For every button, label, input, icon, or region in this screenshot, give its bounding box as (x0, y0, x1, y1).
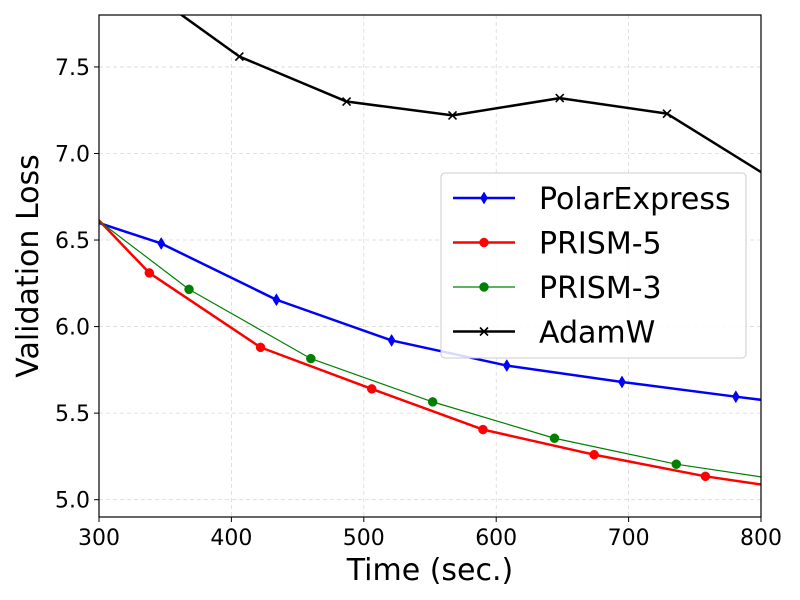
legend-label-prism-3: PRISM-3 (539, 271, 662, 306)
x-axis-label: Time (sec.) (346, 553, 513, 588)
legend-label-polarexpress: PolarExpress (539, 182, 731, 217)
legend: PolarExpress PRISM-5 PRISM-3 AdamW (440, 172, 747, 359)
legend-marker-polarexpress (480, 191, 488, 205)
data-point-prism-5 (366, 384, 377, 394)
data-point-adamw (555, 93, 565, 103)
legend-label-adamw: AdamW (539, 316, 655, 351)
data-point-prism-3 (794, 478, 800, 487)
y-tick-label: 6.0 (55, 316, 90, 341)
data-point-polarexpress (387, 333, 396, 347)
data-point-polarexpress (157, 237, 166, 250)
series-adamw (179, 15, 777, 183)
data-point-polarexpress (272, 293, 281, 307)
data-point-adamw (342, 96, 352, 107)
data-point-prism-3 (549, 433, 560, 443)
y-tick-label: 5.0 (55, 489, 90, 514)
data-point-adamw (662, 109, 672, 119)
data-point-adamw (769, 175, 777, 183)
data-point-prism-3 (671, 459, 682, 469)
legend-marker-adamw (479, 326, 489, 337)
legend-box (440, 172, 747, 359)
x-tick-label: 800 (740, 526, 782, 551)
x-tick-label: 300 (78, 526, 120, 551)
y-tick-label: 5.5 (55, 402, 90, 427)
data-point-prism-3 (63, 192, 72, 201)
series-line-prism-5 (99, 218, 761, 486)
grid (98, 15, 762, 517)
y-tick-label: 7.5 (55, 56, 90, 81)
legend-label-prism-5: PRISM-5 (539, 227, 662, 262)
x-tick-label: 400 (210, 526, 252, 551)
data-point-adamw (234, 51, 244, 62)
data-point-prism-3 (306, 353, 316, 364)
data-point-polarexpress (502, 359, 511, 373)
data-point-polarexpress (618, 375, 626, 389)
plot-frame (98, 14, 762, 518)
data-point-polarexpress (731, 390, 740, 404)
data-point-adamw (447, 110, 458, 120)
y-axis-label: Validation Loss (11, 154, 46, 377)
data-point-prism-3 (427, 397, 438, 407)
y-tick-label: 7.0 (55, 142, 90, 167)
series-prism-3 (63, 192, 800, 487)
x-tick-label: 600 (475, 526, 517, 551)
x-tick-label: 500 (343, 526, 385, 551)
series-prism-5 (99, 218, 761, 486)
data-point-prism-5 (700, 471, 711, 482)
legend-marker-prism-5 (479, 237, 489, 248)
x-tick-label: 700 (608, 526, 650, 551)
y-tick-label: 6.5 (55, 229, 90, 254)
axis-ticks: 300 400 500 600 700 800 5.0 5.5 6.0 6.5 7.0 7.5 (55, 56, 782, 551)
data-point-prism-5 (589, 449, 599, 460)
series-line-adamw (179, 15, 761, 174)
data-point-prism-5 (255, 342, 266, 353)
data-point-prism-3 (184, 284, 194, 295)
legend-marker-prism-3 (479, 282, 489, 292)
data-point-prism-5 (478, 424, 488, 435)
data-point-prism-5 (144, 268, 155, 278)
